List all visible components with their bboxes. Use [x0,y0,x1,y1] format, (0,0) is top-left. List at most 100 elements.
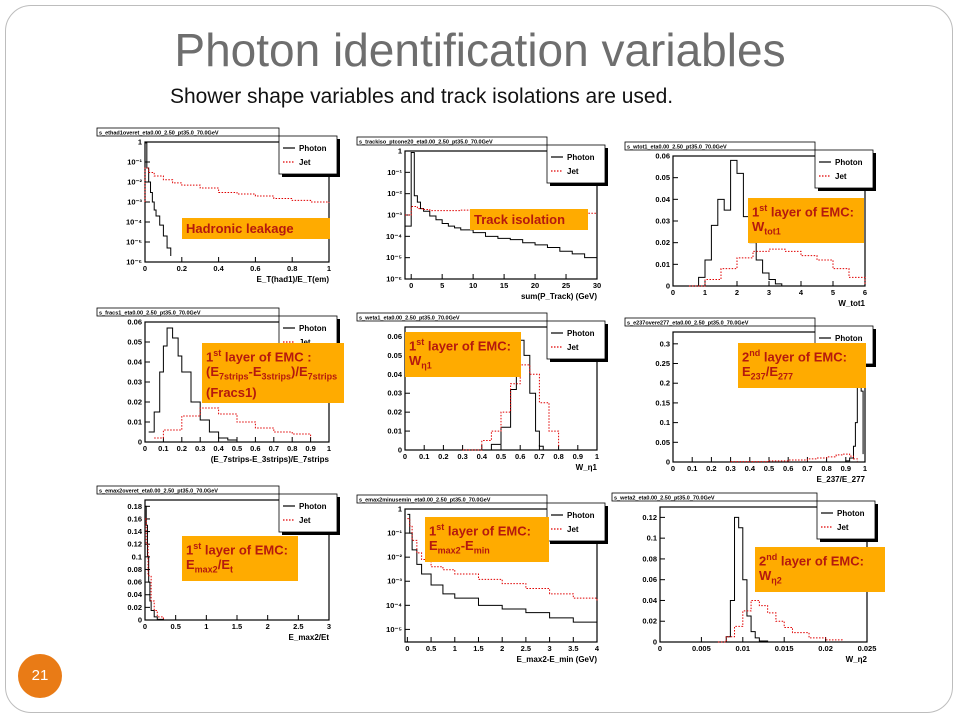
legend-box [278,493,338,533]
x-tick-label: 25 [562,281,570,290]
x-tick-label: 0.7 [802,464,812,473]
y-tick-label: 0.04 [387,370,402,379]
y-tick-label: 10⁻² [127,178,142,187]
x-axis-label: E_T(had1)/E_T(em) [257,275,330,284]
y-tick-label: 0.02 [642,617,657,626]
legend-entry-jet: Jet [835,172,847,181]
x-tick-label: 0.5 [426,644,436,653]
variable-label-emax2: 1st layer of EMC: Emax2/Et [182,536,298,581]
page-number-badge: 21 [18,654,62,698]
x-tick-label: 2 [735,288,739,297]
y-tick-label: 0.02 [387,408,402,417]
x-tick-label: 1.5 [232,622,242,631]
x-tick-label: 1 [863,464,867,473]
y-tick-label: 0 [398,446,402,455]
y-tick-label: 0.03 [387,389,402,398]
series-photon-line [717,516,769,643]
y-tick-label: 0.08 [127,565,142,574]
variable-label-part: 3strips [261,371,292,382]
series-jet-line [689,248,866,287]
x-tick-label: 0.9 [573,452,583,461]
y-tick-label: 0.03 [655,217,670,226]
legend-box [546,320,606,360]
x-axis-label: W_η1 [576,463,598,472]
y-tick-label: 10⁻⁴ [126,218,142,227]
y-tick-label: 10⁻³ [387,577,402,586]
variable-label-weta1: 1st layer of EMC: Wη1 [405,332,521,377]
plot-weta1: s_weta1_eta0.00_2.50_pt35.0_70.0GeV 0 0.1 0… [355,312,608,478]
y-tick-label: 0.04 [642,596,657,605]
legend-entry-photon: Photon [299,144,327,153]
y-tick-label: 0.06 [655,152,670,161]
y-tick-label: 0 [138,438,142,447]
legend-entry-photon: Photon [567,329,595,338]
y-tick-label: 10⁻¹ [387,529,402,538]
x-tick-label: 3 [327,622,331,631]
y-tick-label: 0.02 [127,603,142,612]
series-jet-line [462,364,560,451]
y-tick-label: 0.05 [387,351,402,360]
variable-label-part: st [759,203,768,213]
plot-svg: s_weta2_eta0.00_2.50_pt35.0_70.0GeV 0 0.00… [611,492,878,664]
variable-label-part: E [186,557,195,573]
variable-label-part: -E [460,538,474,554]
y-tick-label: 0.12 [642,513,657,522]
series-jet-line [154,407,312,439]
variable-label-part: 1 [429,523,437,539]
plot-trackiso: s_trackiso_ptcone20_eta0.00_2.50_pt35.0_… [355,136,608,307]
variable-label-part: st [436,522,445,532]
x-tick-label: 0 [143,264,147,273]
y-tick-label: 0 [138,616,142,625]
variable-label-part: -E [248,364,262,380]
x-tick-label: 0.3 [725,464,735,473]
y-tick-label: 0.02 [127,398,142,407]
series-photon-line [145,505,164,620]
x-tick-label: 0.8 [553,452,563,461]
variable-label-part: /E [217,557,230,573]
variable-label-part: Track isolation [474,212,566,227]
legend-entry-photon: Photon [567,511,595,520]
y-tick-label: 0.1 [647,534,657,543]
histogram-header: s_weta2_eta0.00_2.50_pt35.0_70.0GeV [614,496,715,502]
x-tick-label: 0.9 [841,464,851,473]
legend-entry-jet: Jet [299,516,311,525]
histogram-header: s_emax2minusemin_eta0.00_2.50_pt35.0_70.… [359,498,491,504]
plot-emaxmin: s_emax2minusemin_eta0.00_2.50_pt35.0_70.… [355,494,608,670]
y-tick-label: 10⁻⁶ [126,258,142,267]
x-tick-label: 0 [658,644,662,653]
x-tick-label: 0.02 [818,644,833,653]
x-tick-label: 0.1 [158,444,168,453]
plot-svg: s_emax2minusemin_eta0.00_2.50_pt35.0_70.… [356,494,608,664]
y-tick-label: 0.05 [655,438,670,447]
y-tick-label: 1 [398,505,402,514]
y-tick-label: 0.14 [127,527,142,536]
x-tick-label: 0.015 [775,644,794,653]
x-tick-label: 5 [831,288,835,297]
variable-label-e237: 2nd layer of EMC: E237/E277 [738,343,866,388]
legend-box [546,502,606,542]
y-tick-label: 0.06 [387,332,402,341]
variable-label-emaxmin: 1st layer of EMC: Emax2-Emin [425,517,549,562]
x-tick-label: 10 [469,281,477,290]
series-photon-line [405,152,598,260]
plot-svg: s_ethad1overet_eta0.00_2.50_pt35.0_70.0G… [96,127,340,284]
x-tick-label: 3.5 [568,644,578,653]
legend-box [816,500,876,540]
variable-label-part: max2 [194,564,218,575]
x-axis-label: (E_7strips-E_3strips)/E_7strips [211,455,330,464]
y-tick-label: 0.18 [127,502,142,511]
x-axis-label: W_η2 [846,655,868,664]
x-tick-label: 0.7 [269,444,279,453]
x-tick-label: 0.5 [764,464,774,473]
legend-entry-photon: Photon [835,334,863,343]
x-tick-label: 0.6 [250,444,260,453]
histogram-header-box [356,136,548,146]
variable-label-part: tot1 [764,226,781,237]
variable-label-wtot: 1st layer of EMC: Wtot1 [748,198,864,243]
y-tick-label: 10⁻³ [387,211,402,220]
x-tick-label: 2 [500,644,504,653]
variable-label-part: 7strips [219,371,249,382]
histogram-header-box [611,492,818,502]
legend-box [814,149,874,189]
x-tick-label: 0.9 [305,444,315,453]
